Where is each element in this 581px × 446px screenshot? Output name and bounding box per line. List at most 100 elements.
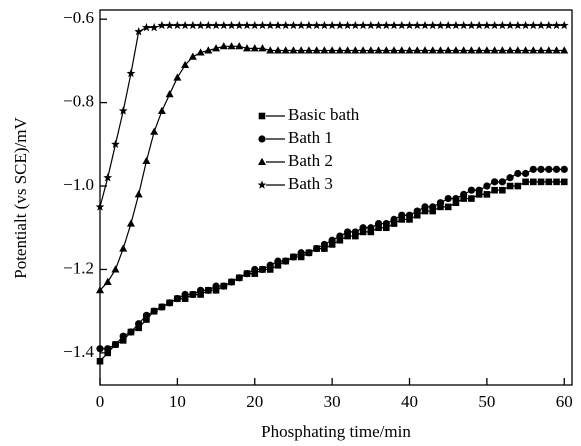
marker [119, 337, 127, 344]
marker [273, 46, 282, 54]
marker [313, 244, 321, 253]
marker [545, 178, 553, 186]
marker [528, 20, 538, 30]
marker [173, 20, 182, 30]
marker [398, 216, 406, 223]
marker [467, 186, 476, 194]
marker [552, 20, 561, 30]
marker [235, 42, 244, 50]
marker [258, 44, 267, 52]
marker [143, 316, 150, 323]
marker [443, 20, 453, 30]
marker [274, 257, 282, 265]
marker [474, 20, 484, 30]
marker [429, 207, 437, 215]
marker [506, 46, 515, 54]
marker [242, 20, 252, 30]
marker [499, 186, 506, 194]
marker [452, 194, 460, 203]
marker [211, 20, 221, 30]
marker [258, 265, 267, 274]
marker [250, 20, 260, 30]
marker [320, 46, 329, 54]
marker [335, 46, 344, 54]
marker [413, 46, 422, 54]
marker [358, 20, 368, 30]
marker [444, 46, 453, 54]
marker [103, 277, 112, 285]
x-axis-label: Phosphating time/min [261, 422, 411, 441]
marker [212, 287, 220, 294]
marker [336, 232, 344, 240]
marker [104, 349, 112, 357]
marker [521, 46, 530, 54]
marker [103, 173, 113, 182]
marker [467, 20, 476, 30]
marker [405, 46, 414, 54]
marker [397, 20, 407, 30]
marker [560, 46, 569, 54]
legend-marker [258, 135, 266, 143]
marker [305, 249, 313, 257]
x-tick-label: 60 [556, 392, 573, 411]
marker [498, 46, 507, 54]
legend-marker [258, 157, 266, 165]
marker [521, 169, 530, 178]
marker [350, 20, 360, 30]
marker [135, 320, 143, 328]
marker [483, 182, 491, 190]
marker [297, 249, 305, 257]
marker [336, 236, 344, 244]
marker [513, 46, 522, 54]
legend-label: Bath 3 [288, 174, 333, 193]
marker [367, 228, 375, 236]
marker [382, 224, 390, 232]
marker [514, 169, 522, 178]
marker [537, 178, 545, 186]
marker [126, 68, 136, 78]
marker [181, 295, 189, 302]
marker [467, 46, 476, 54]
marker [96, 357, 104, 365]
marker [428, 46, 437, 54]
marker [320, 20, 329, 30]
marker [513, 20, 523, 30]
marker [118, 106, 128, 115]
marker [412, 20, 422, 30]
marker [111, 340, 120, 349]
marker [234, 20, 244, 30]
marker [544, 46, 553, 54]
marker [173, 73, 182, 81]
marker [297, 253, 305, 261]
marker [429, 203, 437, 211]
marker [142, 22, 151, 32]
marker [265, 20, 275, 30]
marker [320, 240, 328, 249]
marker [150, 307, 158, 315]
marker [552, 46, 561, 54]
legend-marker [257, 180, 267, 189]
y-tick-label: −1.2 [63, 258, 94, 277]
marker [165, 90, 174, 98]
y-tick-label: −1.0 [63, 175, 94, 194]
marker [390, 46, 399, 54]
marker [251, 270, 259, 277]
marker [197, 291, 204, 298]
marker [413, 211, 421, 219]
marker [560, 178, 568, 186]
series-line [99, 181, 565, 362]
marker [529, 165, 537, 173]
marker [359, 46, 368, 54]
marker [437, 203, 444, 211]
marker [220, 282, 228, 290]
marker [273, 20, 283, 30]
marker [560, 165, 568, 173]
marker [344, 228, 352, 236]
marker [135, 324, 142, 332]
marker [173, 295, 181, 303]
marker [312, 20, 322, 30]
marker [266, 261, 274, 269]
marker [398, 211, 406, 219]
marker [559, 20, 569, 30]
marker [351, 46, 360, 54]
